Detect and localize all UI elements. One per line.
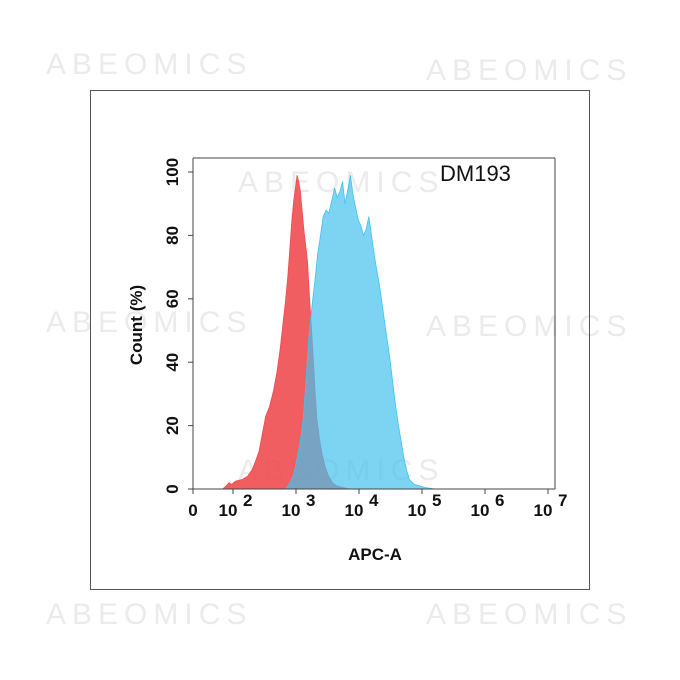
figure-frame — [90, 90, 590, 590]
x-tick-exponent: 6 — [495, 491, 504, 510]
x-tick-label: 10 — [282, 501, 301, 520]
series-layer — [221, 175, 435, 490]
x-axis-title: APC-A — [348, 545, 402, 564]
y-tick-label: 0 — [163, 484, 182, 493]
sample-annotation: DM193 — [440, 161, 511, 186]
y-tick-label: 100 — [163, 158, 182, 186]
x-tick-exponent: 3 — [306, 491, 315, 510]
axes-layer: 0 20 40 60 80 100 0 10 2 10 3 10 4 10 5 10 6 10 7 — [163, 157, 567, 520]
x-tick-label: 10 — [534, 501, 553, 520]
x-tick-exponent: 7 — [558, 491, 567, 510]
x-tick-label: 0 — [188, 501, 197, 520]
y-tick-label: 40 — [163, 353, 182, 372]
y-tick-label: 60 — [163, 289, 182, 308]
x-tick-label: 10 — [345, 501, 364, 520]
x-tick-label: 10 — [219, 501, 238, 520]
x-tick-exponent: 5 — [432, 491, 441, 510]
y-tick-label: 80 — [163, 226, 182, 245]
x-tick-label: 10 — [471, 501, 490, 520]
x-tick-exponent: 4 — [369, 491, 379, 510]
x-tick-label: 10 — [408, 501, 427, 520]
y-tick-label: 20 — [163, 416, 182, 435]
x-tick-exponent: 2 — [243, 491, 252, 510]
y-axis-title: Count (%) — [127, 285, 146, 365]
histogram-series-2 — [285, 175, 435, 490]
